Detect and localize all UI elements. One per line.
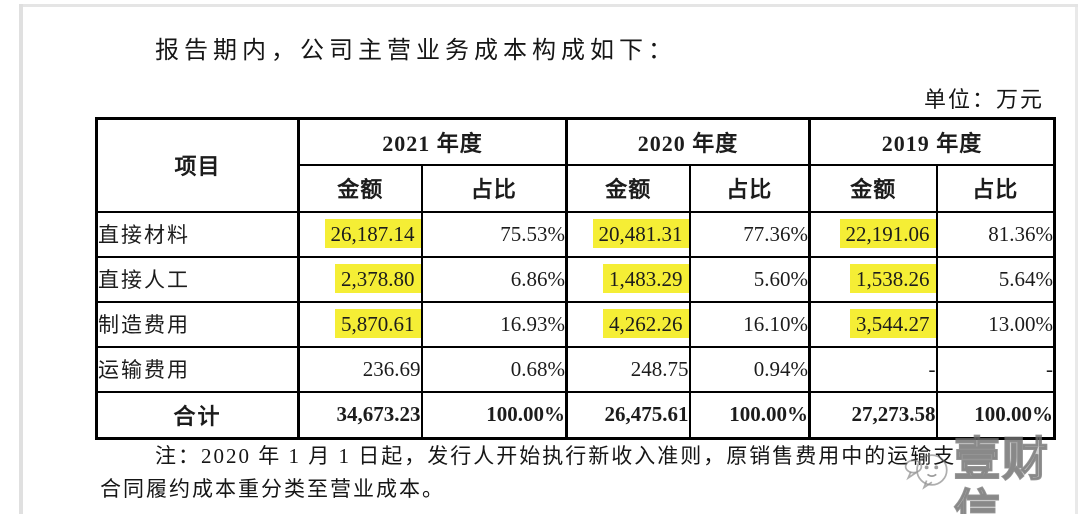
footnote: 注：2020 年 1 月 1 日起，发行人开始执行新收入准则，原销售费用中的运输…: [100, 440, 1060, 506]
row-label: 制造费用: [95, 300, 300, 348]
ratio-cell: 81.36%: [935, 210, 1056, 258]
unit-label: 单位：万元: [923, 87, 1044, 112]
row-label: 直接人工: [95, 255, 300, 303]
row-label: 直接材料: [95, 210, 300, 258]
page-edge-right: [1075, 4, 1078, 514]
amount-cell: 248.75: [565, 345, 691, 393]
header-ratio-2020: 占比: [688, 163, 811, 213]
total-amount-cell: 26,475.61: [565, 390, 691, 440]
ratio-cell: 16.10%: [688, 300, 811, 348]
highlighted-value: 22,191.06: [839, 218, 935, 248]
page-edge-left: [19, 4, 23, 514]
amount-cell: 20,481.31: [565, 210, 691, 258]
header-ratio-2019: 占比: [935, 163, 1056, 213]
ratio-cell: 5.64%: [935, 255, 1056, 303]
ratio-cell: 0.94%: [688, 345, 811, 393]
total-ratio-cell: 100.00%: [420, 390, 568, 440]
header-ratio-2021: 占比: [420, 163, 568, 213]
amount-cell: 2,378.80: [297, 255, 423, 303]
amount-cell: 236.69: [297, 345, 423, 393]
highlighted-value: 3,544.27: [850, 308, 935, 338]
ratio-cell: 13.00%: [935, 300, 1056, 348]
table-row-total: 合计 34,673.23 100.00% 26,475.61 100.00% 2…: [95, 390, 1056, 440]
amount-cell: 4,262.26: [565, 300, 691, 348]
highlighted-value: 2,378.80: [335, 263, 420, 293]
amount-cell: 1,538.26: [808, 255, 938, 303]
footnote-line2: 合同履约成本重分类至营业成本。: [100, 477, 445, 501]
total-amount-cell: 27,273.58: [808, 390, 938, 440]
header-year-2020: 2020 年度: [565, 117, 811, 166]
highlighted-value: 4,262.26: [603, 308, 688, 338]
total-ratio-cell: 100.00%: [935, 390, 1056, 440]
header-year-2019: 2019 年度: [808, 117, 1056, 166]
highlighted-value: 5,870.61: [335, 308, 420, 338]
header-amount-2021: 金额: [297, 163, 423, 213]
highlighted-value: 20,481.31: [592, 218, 688, 248]
table-row-direct-labor: 直接人工 2,378.80 6.86% 1,483.29 5.60% 1,538…: [95, 255, 1056, 303]
amount-cell: 5,870.61: [297, 300, 423, 348]
highlighted-value: 1,538.26: [850, 263, 935, 293]
highlighted-value: 26,187.14: [324, 218, 420, 248]
ratio-cell: 0.68%: [420, 345, 568, 393]
total-amount-cell: 34,673.23: [297, 390, 423, 440]
ratio-cell-empty: -: [935, 345, 1056, 393]
ratio-cell: 5.60%: [688, 255, 811, 303]
total-ratio-cell: 100.00%: [688, 390, 811, 440]
row-label: 运输费用: [95, 345, 300, 393]
intro-text: 报告期内，公司主营业务成本构成如下：: [155, 38, 677, 64]
amount-cell: 26,187.14: [297, 210, 423, 258]
ratio-cell: 77.36%: [688, 210, 811, 258]
amount-cell: 3,544.27: [808, 300, 938, 348]
footnote-line1: 注：2020 年 1 月 1 日起，发行人开始执行新收入准则，原销售费用中的运输…: [155, 444, 957, 468]
table-row-direct-materials: 直接材料 26,187.14 75.53% 20,481.31 77.36% 2…: [95, 210, 1056, 258]
page-edge-top: [19, 4, 1078, 7]
header-amount-2020: 金额: [565, 163, 691, 213]
header-year-2021: 2021 年度: [296, 117, 568, 166]
amount-cell: 22,191.06: [808, 210, 938, 258]
amount-cell: 1,483.29: [565, 255, 691, 303]
amount-cell-empty: -: [808, 345, 938, 393]
ratio-cell: 6.86%: [420, 255, 568, 303]
table-row-manufacturing-overhead: 制造费用 5,870.61 16.93% 4,262.26 16.10% 3,5…: [95, 300, 1056, 348]
table-row-transport-expense: 运输费用 236.69 0.68% 248.75 0.94% - -: [95, 345, 1056, 393]
header-amount-2019: 金额: [808, 163, 938, 213]
total-label: 合计: [95, 390, 300, 440]
highlighted-value: 1,483.29: [603, 263, 688, 293]
ratio-cell: 75.53%: [420, 210, 568, 258]
ratio-cell: 16.93%: [420, 300, 568, 348]
header-item: 项目: [95, 117, 300, 213]
cost-composition-table: 项目 2021 年度 2020 年度 2019 年度 金额 占比 金额 占比 金…: [95, 117, 1057, 440]
